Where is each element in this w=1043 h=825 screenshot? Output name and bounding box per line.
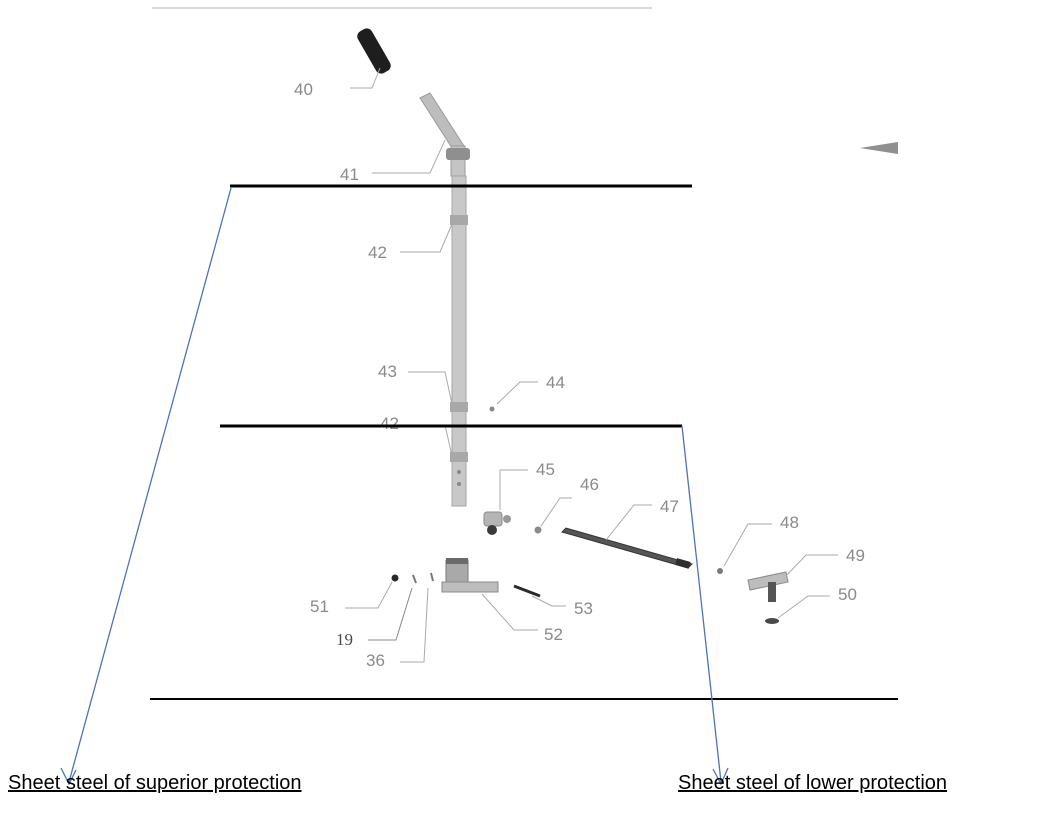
part-49-bracket (747, 554, 838, 602)
label-43: 43 (378, 362, 397, 381)
label-49: 49 (846, 546, 865, 565)
part-45-clamp (483, 469, 528, 535)
main-vertical-tube (400, 175, 468, 507)
lower-callout-arrow (681, 425, 729, 786)
label-46: 46 (580, 475, 599, 494)
part-41-bent-tube (372, 92, 470, 177)
part-51-nut (345, 574, 399, 609)
label-52: 52 (544, 625, 563, 644)
part-50-screw (765, 595, 830, 624)
label-19: 19 (336, 630, 353, 649)
part-48-washer (717, 523, 772, 574)
label-42-lower: 42 (380, 414, 399, 433)
partial-part-right (860, 142, 898, 154)
part-19-pin (368, 574, 417, 641)
label-50: 50 (838, 585, 857, 604)
part-44-bolt (489, 381, 538, 412)
part-52-base (441, 558, 538, 631)
part-53-screw (513, 584, 566, 607)
label-53: 53 (574, 599, 593, 618)
superior-callout-arrow (60, 187, 232, 786)
label-51: 51 (310, 597, 329, 616)
caption-lower-protection: Sheet steel of lower protection (678, 772, 948, 794)
label-42-upper: 42 (368, 243, 387, 262)
part-47-rod (561, 504, 693, 569)
caption-superior-protection: Sheet steel of superior protection (8, 772, 302, 794)
part-46-nut (534, 497, 572, 534)
part-36-pin (400, 572, 434, 663)
label-41: 41 (340, 165, 359, 184)
label-44: 44 (546, 373, 565, 392)
label-47: 47 (660, 497, 679, 516)
label-48: 48 (780, 513, 799, 532)
label-40: 40 (294, 80, 313, 99)
label-36: 36 (366, 651, 385, 670)
label-45: 45 (536, 460, 555, 479)
part-40-grip (350, 28, 391, 89)
